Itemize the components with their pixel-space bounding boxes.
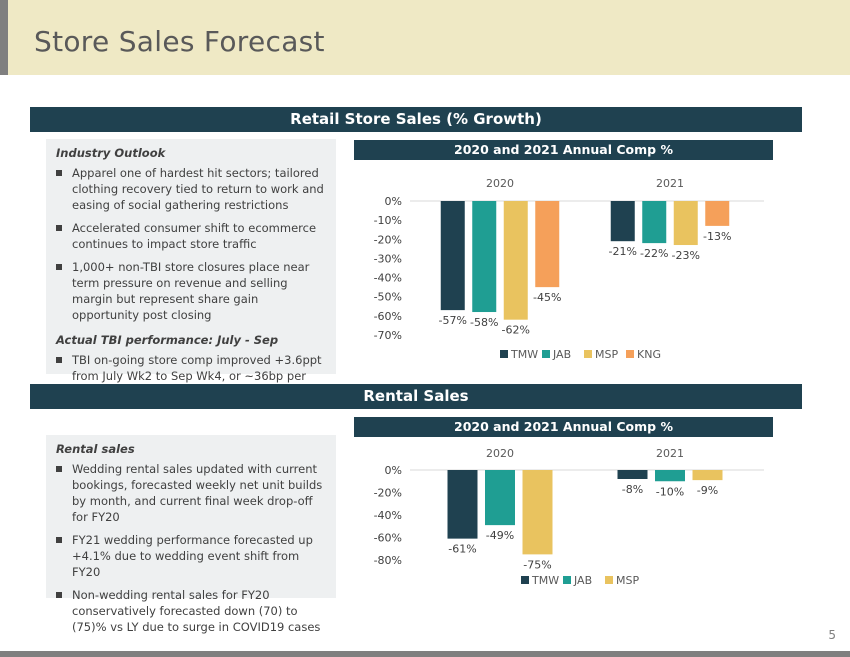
bar xyxy=(485,470,515,526)
bullet-icon xyxy=(56,466,62,472)
bar xyxy=(673,201,698,246)
data-label: -13% xyxy=(703,230,731,243)
industry-outlook-heading: Industry Outlook xyxy=(56,146,166,160)
y-tick-label: 0% xyxy=(385,195,402,208)
rental-comp-chart: 0% -20% -40% -60% -80% 2020 -61% -49% -75% 2021 -8… xyxy=(374,447,764,587)
rental-sales-heading: Rental sales xyxy=(56,442,135,456)
bullet-icon xyxy=(56,592,62,598)
legend-swatch xyxy=(500,350,508,358)
list-item: Accelerated consumer shift to ecommerce … xyxy=(56,220,326,252)
bar xyxy=(447,470,478,539)
y-tick-label: -30% xyxy=(374,252,402,265)
legend-swatch xyxy=(626,350,634,358)
data-label: -45% xyxy=(533,291,561,304)
rental-chart-title: 2020 and 2021 Annual Comp % xyxy=(354,417,773,437)
category-label: 2021 xyxy=(656,447,684,460)
bullet-icon xyxy=(56,357,62,363)
y-tick-label: -60% xyxy=(374,532,402,545)
data-label: -23% xyxy=(672,249,700,262)
legend-label: MSP xyxy=(616,574,639,587)
bullet-icon xyxy=(56,264,62,270)
y-tick-label: -10% xyxy=(374,214,402,227)
list-item: Wedding rental sales updated with curren… xyxy=(56,461,326,525)
bar xyxy=(610,201,635,242)
page-title: Store Sales Forecast xyxy=(34,25,325,58)
legend-label: TMW xyxy=(510,348,538,361)
category-label: 2021 xyxy=(656,177,684,190)
legend-label: JAB xyxy=(573,574,592,587)
legend-swatch xyxy=(584,350,592,358)
category-label: 2020 xyxy=(486,447,514,460)
y-tick-label: -50% xyxy=(374,291,402,304)
data-label: -22% xyxy=(640,247,668,260)
bullet-icon xyxy=(56,537,62,543)
title-band xyxy=(0,0,850,75)
y-tick-label: -70% xyxy=(374,329,402,342)
legend-label: KNG xyxy=(637,348,661,361)
bar xyxy=(617,470,648,479)
rental-sales-panel: Rental sales Wedding rental sales update… xyxy=(46,435,336,634)
bar xyxy=(440,201,465,311)
title-accent-bar xyxy=(0,0,8,75)
legend-swatch xyxy=(521,576,529,584)
legend-label: TMW xyxy=(531,574,559,587)
industry-outlook-panel: Industry Outlook Apparel one of hardest … xyxy=(46,139,336,399)
page-number: 5 xyxy=(828,628,836,642)
rental-section-header: Rental Sales xyxy=(30,384,802,409)
y-tick-label: 0% xyxy=(385,464,402,477)
data-label: -58% xyxy=(470,316,498,329)
data-label: -62% xyxy=(502,324,530,337)
y-tick-label: -80% xyxy=(374,554,402,567)
rental-sales-list: Wedding rental sales updated with curren… xyxy=(46,461,336,644)
y-tick-label: -40% xyxy=(374,509,402,522)
data-label: -61% xyxy=(448,543,476,556)
retail-comp-chart: 0% -10% -20% -30% -40% -50% -60% -70% 2020 -57% -5… xyxy=(374,177,764,361)
bullet-icon xyxy=(56,170,62,176)
list-item: TBI on-going store comp improved +3.6ppt… xyxy=(56,352,326,400)
legend-swatch xyxy=(542,350,550,358)
actual-performance-heading: Actual TBI performance: July - Sep xyxy=(56,333,279,347)
y-tick-label: -20% xyxy=(374,487,402,500)
legend-swatch xyxy=(605,576,613,584)
y-tick-label: -40% xyxy=(374,272,402,285)
bar xyxy=(522,470,553,555)
data-label: -57% xyxy=(439,314,467,327)
bullet-icon xyxy=(56,225,62,231)
data-label: -21% xyxy=(609,245,637,258)
data-label: -8% xyxy=(622,483,643,496)
actual-performance-list: TBI on-going store comp improved +3.6ppt… xyxy=(46,352,336,409)
data-label: -10% xyxy=(656,485,684,498)
category-label: 2020 xyxy=(486,177,514,190)
bar xyxy=(535,201,560,288)
list-item: Apparel one of hardest hit sectors; tail… xyxy=(56,165,326,213)
bar xyxy=(705,201,730,226)
legend-label: MSP xyxy=(595,348,618,361)
data-label: -75% xyxy=(523,558,551,571)
y-tick-label: -60% xyxy=(374,310,402,323)
retail-chart-title: 2020 and 2021 Annual Comp % xyxy=(354,140,773,160)
bar xyxy=(692,470,723,481)
retail-section-header: Retail Store Sales (% Growth) xyxy=(30,107,802,132)
footer-bar xyxy=(0,651,850,657)
list-item: FY21 wedding performance forecasted up +… xyxy=(56,532,326,580)
data-label: -9% xyxy=(697,484,718,497)
legend-label: JAB xyxy=(552,348,571,361)
data-label: -49% xyxy=(486,529,514,542)
bar xyxy=(472,201,497,313)
list-item: Non-wedding rental sales for FY20 conser… xyxy=(56,587,326,635)
industry-outlook-list: Apparel one of hardest hit sectors; tail… xyxy=(46,165,336,332)
bar xyxy=(642,201,667,244)
bar xyxy=(655,470,685,482)
legend-swatch xyxy=(563,576,571,584)
y-tick-label: -20% xyxy=(374,233,402,246)
bar xyxy=(503,201,528,320)
list-item: 1,000+ non-TBI store closures place near… xyxy=(56,259,326,323)
